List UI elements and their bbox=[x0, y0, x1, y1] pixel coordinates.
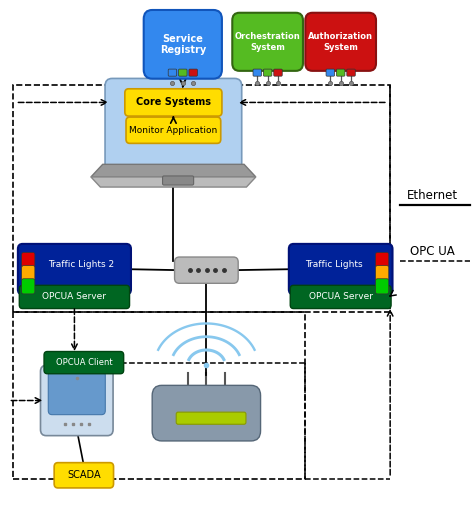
FancyBboxPatch shape bbox=[337, 69, 345, 76]
FancyBboxPatch shape bbox=[189, 69, 197, 76]
FancyBboxPatch shape bbox=[232, 13, 303, 71]
FancyBboxPatch shape bbox=[305, 13, 376, 71]
FancyBboxPatch shape bbox=[22, 266, 35, 281]
FancyBboxPatch shape bbox=[290, 285, 391, 308]
FancyBboxPatch shape bbox=[174, 257, 238, 283]
FancyBboxPatch shape bbox=[54, 463, 114, 488]
FancyBboxPatch shape bbox=[163, 176, 194, 185]
FancyBboxPatch shape bbox=[19, 285, 129, 308]
FancyBboxPatch shape bbox=[48, 371, 105, 415]
FancyBboxPatch shape bbox=[44, 352, 124, 374]
FancyBboxPatch shape bbox=[375, 279, 389, 294]
Bar bbox=[13, 312, 305, 479]
Bar bbox=[13, 85, 390, 312]
Text: OPCUA Server: OPCUA Server bbox=[43, 293, 107, 301]
FancyBboxPatch shape bbox=[264, 69, 272, 76]
Text: OPCUA Client: OPCUA Client bbox=[55, 358, 112, 367]
FancyBboxPatch shape bbox=[126, 117, 221, 143]
Text: SCADA: SCADA bbox=[67, 470, 100, 480]
FancyBboxPatch shape bbox=[179, 69, 187, 76]
Text: Core Systems: Core Systems bbox=[136, 98, 211, 107]
Text: OPC UA: OPC UA bbox=[410, 245, 455, 258]
Text: Traffic Lights 2: Traffic Lights 2 bbox=[48, 260, 115, 269]
Text: OPCUA Server: OPCUA Server bbox=[309, 293, 373, 301]
FancyBboxPatch shape bbox=[347, 69, 356, 76]
Text: Ethernet: Ethernet bbox=[407, 189, 458, 202]
Polygon shape bbox=[91, 164, 256, 177]
Text: Authorization
System: Authorization System bbox=[308, 32, 373, 51]
FancyBboxPatch shape bbox=[326, 69, 335, 76]
FancyBboxPatch shape bbox=[144, 10, 222, 79]
FancyBboxPatch shape bbox=[274, 69, 282, 76]
FancyBboxPatch shape bbox=[40, 365, 113, 436]
FancyBboxPatch shape bbox=[22, 252, 35, 268]
FancyBboxPatch shape bbox=[105, 78, 242, 172]
FancyBboxPatch shape bbox=[18, 244, 131, 295]
FancyBboxPatch shape bbox=[375, 252, 389, 268]
Text: Service
Registry: Service Registry bbox=[160, 34, 206, 55]
Text: Traffic Lights: Traffic Lights bbox=[305, 260, 363, 269]
FancyBboxPatch shape bbox=[125, 89, 222, 116]
Polygon shape bbox=[91, 177, 256, 187]
Text: Orchestration
System: Orchestration System bbox=[235, 32, 301, 51]
FancyBboxPatch shape bbox=[168, 69, 177, 76]
FancyBboxPatch shape bbox=[289, 244, 392, 295]
FancyBboxPatch shape bbox=[152, 386, 261, 441]
Text: Monitor Application: Monitor Application bbox=[129, 125, 218, 135]
FancyBboxPatch shape bbox=[253, 69, 262, 76]
FancyBboxPatch shape bbox=[375, 266, 389, 281]
FancyBboxPatch shape bbox=[22, 279, 35, 294]
FancyBboxPatch shape bbox=[176, 412, 246, 424]
